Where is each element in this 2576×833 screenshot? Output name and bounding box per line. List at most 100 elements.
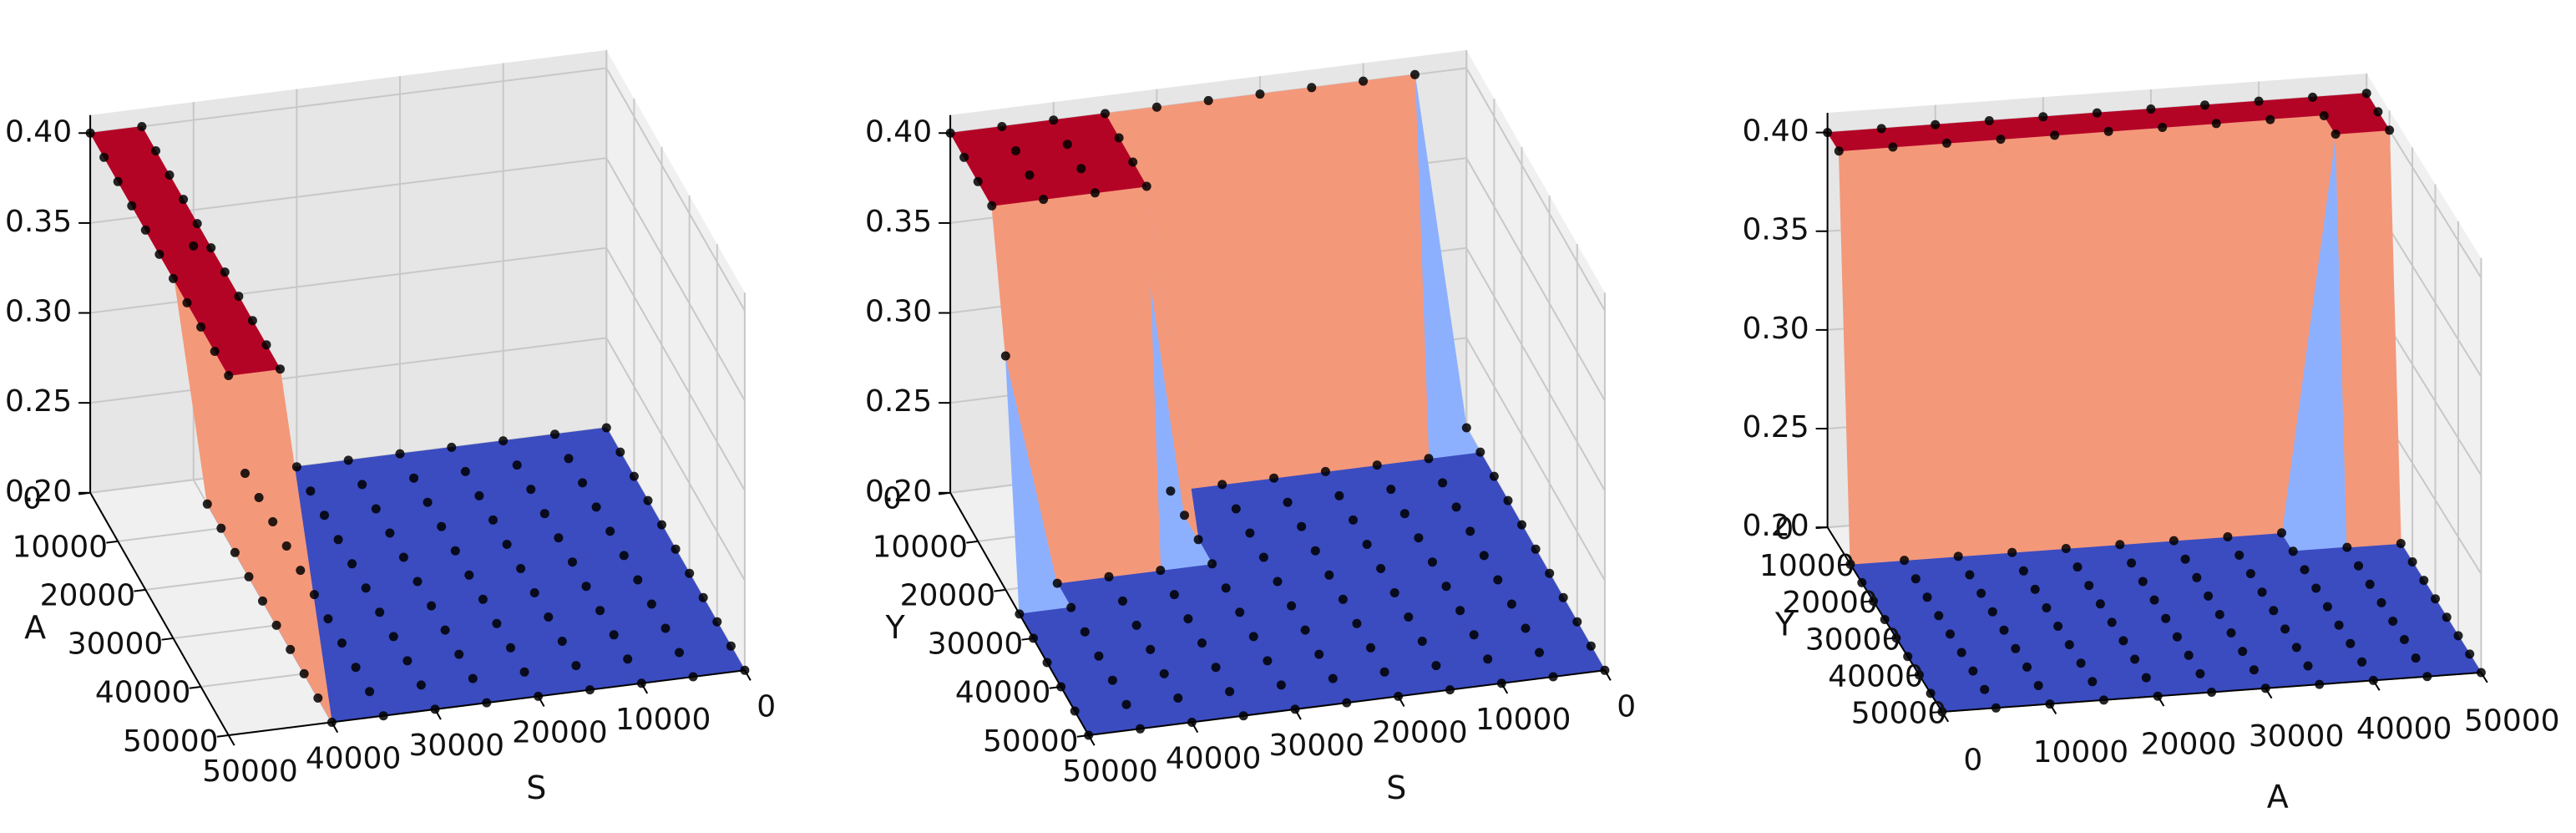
y-tick-label: 10000 — [873, 531, 969, 565]
data-point — [1428, 557, 1437, 567]
data-point — [581, 582, 591, 592]
data-point — [1506, 599, 1516, 609]
data-point — [1414, 533, 1424, 543]
data-point — [2419, 576, 2429, 586]
x-tick — [1839, 563, 1851, 566]
data-point — [2308, 92, 2318, 102]
data-point — [571, 661, 581, 671]
data-point — [2442, 612, 2452, 622]
data-point — [2254, 96, 2264, 106]
data-point — [1922, 592, 1932, 602]
x-tick-label: 10000 — [1475, 703, 1571, 737]
data-point — [601, 423, 611, 433]
x-tick-label: 0 — [1774, 512, 1794, 546]
x-tick — [537, 695, 545, 708]
data-point — [1269, 473, 1279, 483]
data-point — [388, 632, 398, 642]
data-point — [1248, 632, 1258, 642]
data-point — [2127, 558, 2137, 568]
data-point — [1475, 447, 1485, 457]
data-point — [2092, 108, 2102, 118]
y-tick — [1021, 637, 1034, 641]
data-point — [2061, 544, 2071, 553]
data-point — [220, 267, 230, 277]
wall-grid-line — [1465, 68, 1606, 312]
data-point — [2407, 557, 2417, 566]
data-point — [615, 447, 625, 457]
y-tick — [134, 588, 146, 592]
x-tick-label: 0 — [757, 689, 776, 724]
y-tick-label: 40000 — [2356, 712, 2452, 746]
y-axis-line — [89, 492, 230, 736]
data-point — [1586, 641, 1596, 651]
data-point — [2291, 643, 2301, 653]
data-point — [2265, 114, 2275, 124]
tick-labels: 0100002000030000400005000001000020000300… — [5, 114, 776, 806]
x-tick-label: 30000 — [409, 729, 505, 763]
data-point — [526, 485, 536, 495]
data-point — [478, 594, 488, 604]
surface-plot-s-y-canvas: 0100002000030000400005000001000020000300… — [865, 49, 1636, 806]
data-point — [1094, 651, 1104, 661]
data-point — [1011, 146, 1020, 155]
y-tick — [2480, 672, 2488, 683]
data-point — [271, 620, 281, 630]
x-tick-label: 20000 — [1782, 586, 1878, 620]
data-point — [343, 455, 353, 465]
data-point — [1225, 687, 1235, 697]
y-tick-label: 30000 — [2249, 719, 2345, 754]
data-point — [1090, 188, 1100, 198]
data-point — [1934, 611, 1944, 621]
data-point — [1441, 582, 1451, 592]
x-tick — [1087, 734, 1096, 746]
data-point — [512, 460, 522, 470]
y-tick-label: 30000 — [68, 627, 164, 662]
y-tick — [966, 540, 979, 544]
data-point — [1900, 556, 1910, 566]
data-point — [2322, 602, 2332, 612]
data-point — [375, 607, 385, 617]
data-point — [2184, 650, 2194, 660]
data-point — [987, 201, 997, 211]
data-point — [2146, 104, 2156, 114]
x-tick-label: 10000 — [615, 703, 711, 737]
data-point — [2064, 640, 2074, 650]
data-point — [595, 606, 605, 616]
data-point — [351, 663, 361, 673]
data-point — [564, 454, 574, 464]
data-point — [1193, 535, 1203, 545]
data-point — [1531, 544, 1541, 554]
x-tick — [744, 669, 752, 681]
data-point — [1245, 528, 1255, 538]
data-point — [1169, 590, 1179, 600]
y-tick-label: 50000 — [2464, 704, 2560, 739]
data-point — [1941, 138, 1951, 148]
data-point — [2331, 130, 2341, 139]
data-point — [1558, 592, 1568, 602]
data-point — [151, 146, 160, 155]
data-point — [1080, 627, 1090, 637]
x-tick — [331, 721, 339, 734]
data-point — [361, 583, 371, 593]
data-point — [506, 643, 515, 653]
data-point — [2396, 539, 2406, 548]
data-point — [2204, 591, 2214, 601]
z-tick-label: 0.25 — [1742, 410, 1809, 444]
y-axis-line — [949, 492, 1090, 736]
y-tick — [161, 637, 174, 641]
data-point — [2385, 125, 2395, 135]
data-point — [2303, 661, 2313, 671]
x-tick — [1604, 669, 1612, 681]
data-point — [1107, 675, 1117, 685]
y-tick-label: 20000 — [900, 579, 996, 613]
y-axis-title: Y — [884, 609, 905, 646]
wall-pane — [90, 49, 607, 493]
data-point — [1121, 699, 1131, 709]
data-point — [2107, 617, 2117, 627]
data-point — [557, 637, 567, 646]
data-point — [2257, 587, 2267, 597]
y-axis-title: A — [24, 609, 46, 646]
data-point — [619, 551, 629, 561]
data-point — [2311, 583, 2321, 593]
